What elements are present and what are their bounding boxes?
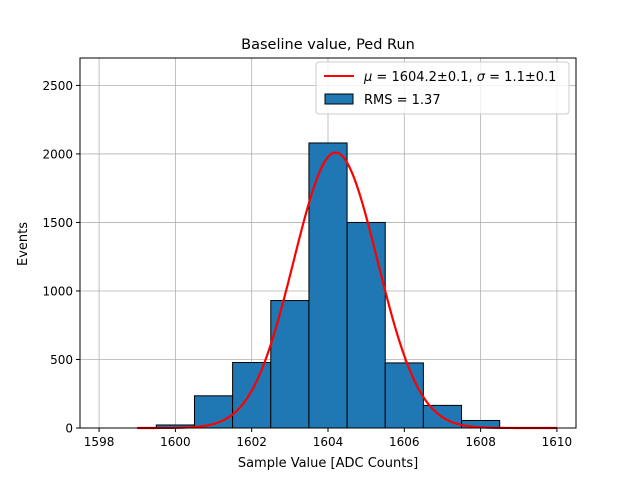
y-tick-label: 1000 [42,284,73,298]
legend-fit-text-1: = 1604.2±0.1, [372,70,476,85]
legend-mu-symbol: μ [363,70,372,85]
legend-box [315,61,570,115]
x-tick-label: 1610 [542,435,573,449]
x-tick-label: 1600 [160,435,191,449]
histogram-bar [270,300,310,429]
x-tick-label: 1608 [465,435,496,449]
legend-sigma-symbol: σ [477,70,486,85]
histogram-bar [232,361,272,429]
x-tick-label: 1604 [313,435,344,449]
chart-title: Baseline value, Ped Run [241,37,415,53]
x-axis-label: Sample Value [ADC Counts] [238,456,418,471]
histogram-bars [155,142,501,429]
y-axis-ticks: 0 500 1000 1500 2000 2500 [42,79,80,436]
histogram-bar [384,362,424,429]
y-tick-label: 2500 [42,79,73,93]
legend: μ = 1604.2±0.1, σ = 1.1±0.1 RMS = 1.37 [315,61,570,115]
x-tick-label: 1606 [389,435,420,449]
y-tick-label: 2000 [42,147,73,161]
legend-hist-swatch [324,93,354,105]
legend-fit-text-2: = 1.1±0.1 [485,70,556,85]
legend-fit-label: μ = 1604.2±0.1, σ = 1.1±0.1 [363,70,556,85]
y-axis-label: Events [16,222,31,266]
histogram-bar [346,221,386,429]
histogram-bar [308,142,348,429]
y-tick-label: 0 [65,422,73,436]
x-tick-label: 1602 [236,435,267,449]
y-tick-label: 500 [50,353,73,367]
x-axis-ticks: 1598 1600 1602 1604 1606 1608 1610 [84,428,572,449]
legend-hist-label: RMS = 1.37 [364,93,441,108]
x-tick-label: 1598 [84,435,115,449]
y-tick-label: 1500 [42,216,73,230]
